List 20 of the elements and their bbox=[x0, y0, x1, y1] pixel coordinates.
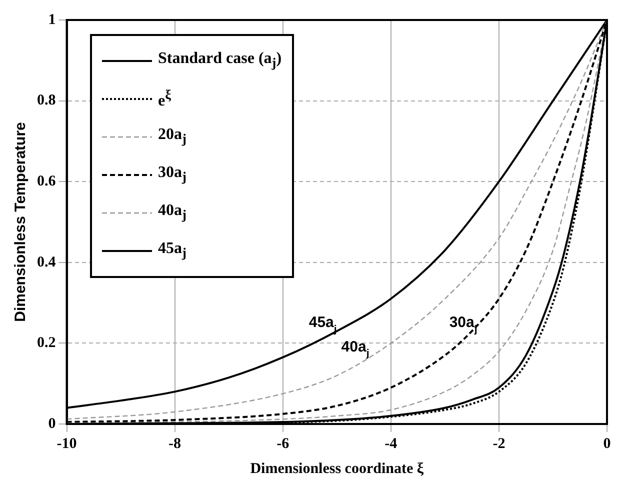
legend-label: 30a$_{j}$ bbox=[158, 164, 186, 186]
x-tick-label: -6 bbox=[276, 436, 290, 452]
x-axis-title: Dimensionless coordinate ξ bbox=[250, 460, 424, 477]
y-tick-label: 0.6 bbox=[37, 173, 56, 190]
y-axis-title: Dimensionless Temperature bbox=[12, 122, 30, 322]
y-tick-label: 0 bbox=[48, 416, 56, 432]
y-tick-label: 0.4 bbox=[37, 254, 56, 270]
x-tick-label: 0 bbox=[603, 436, 611, 452]
y-tick-label: 0.2 bbox=[37, 335, 56, 352]
legend-label: Standard case (a$_{j}$) bbox=[158, 50, 282, 72]
x-tick-label: -4 bbox=[384, 436, 398, 452]
y-tick-label: 0.8 bbox=[37, 92, 56, 109]
legend-label: 20a$_{j}$ bbox=[158, 126, 186, 148]
x-tick-label: -2 bbox=[492, 436, 506, 452]
legend-label: 45a$_{j}$ bbox=[158, 240, 186, 262]
legend-label: e$^{ξ}$ bbox=[158, 87, 172, 111]
x-tick-label: -10 bbox=[56, 436, 77, 452]
legend-label: 40a$_{j}$ bbox=[158, 202, 186, 224]
y-tick-label: 1 bbox=[48, 12, 56, 28]
x-tick-label: -8 bbox=[168, 436, 182, 452]
